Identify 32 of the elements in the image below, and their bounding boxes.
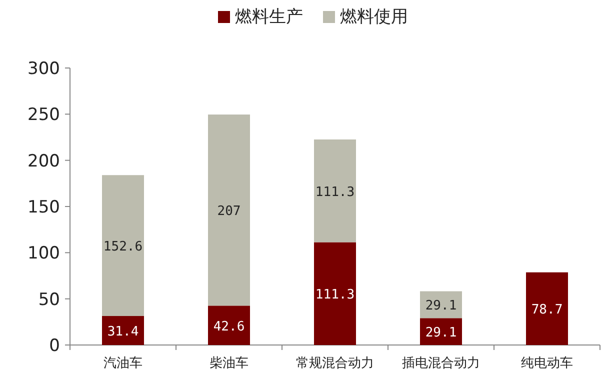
y-tick-label: 200 — [28, 151, 60, 172]
data-label: 29.1 — [425, 326, 457, 341]
x-tick-label: 常规混合动力 — [296, 356, 374, 371]
data-label: 111.3 — [315, 288, 355, 303]
data-label: 78.7 — [531, 302, 563, 318]
x-tick-label: 纯电动车 — [521, 356, 573, 371]
y-tick-label: 250 — [28, 105, 60, 126]
data-label: 31.4 — [107, 324, 139, 340]
legend-label: 燃料使用 — [340, 7, 408, 27]
bar — [314, 242, 356, 345]
x-tick-label: 插电混合动力 — [402, 356, 480, 371]
y-tick-label: 300 — [28, 59, 60, 79]
data-label: 152.6 — [103, 240, 143, 255]
bar — [208, 306, 250, 345]
legend-label: 燃料生产 — [235, 7, 303, 27]
data-label: 42.6 — [213, 319, 245, 334]
y-tick-label: 0 — [49, 336, 60, 356]
x-tick-label: 柴油车 — [210, 356, 248, 371]
bar — [102, 316, 144, 345]
data-label: 111.3 — [315, 184, 355, 200]
data-label: 207 — [217, 204, 241, 220]
x-tick-label: 汽油车 — [104, 356, 142, 371]
bar — [102, 175, 144, 316]
y-tick-label: 50 — [38, 290, 60, 310]
y-tick-label: 100 — [28, 244, 60, 264]
bar — [420, 291, 462, 318]
data-label: 29.1 — [425, 298, 457, 314]
bar — [526, 272, 568, 345]
y-tick-label: 150 — [28, 198, 60, 218]
bar — [208, 114, 250, 306]
bar — [420, 318, 462, 345]
bar — [314, 139, 356, 242]
